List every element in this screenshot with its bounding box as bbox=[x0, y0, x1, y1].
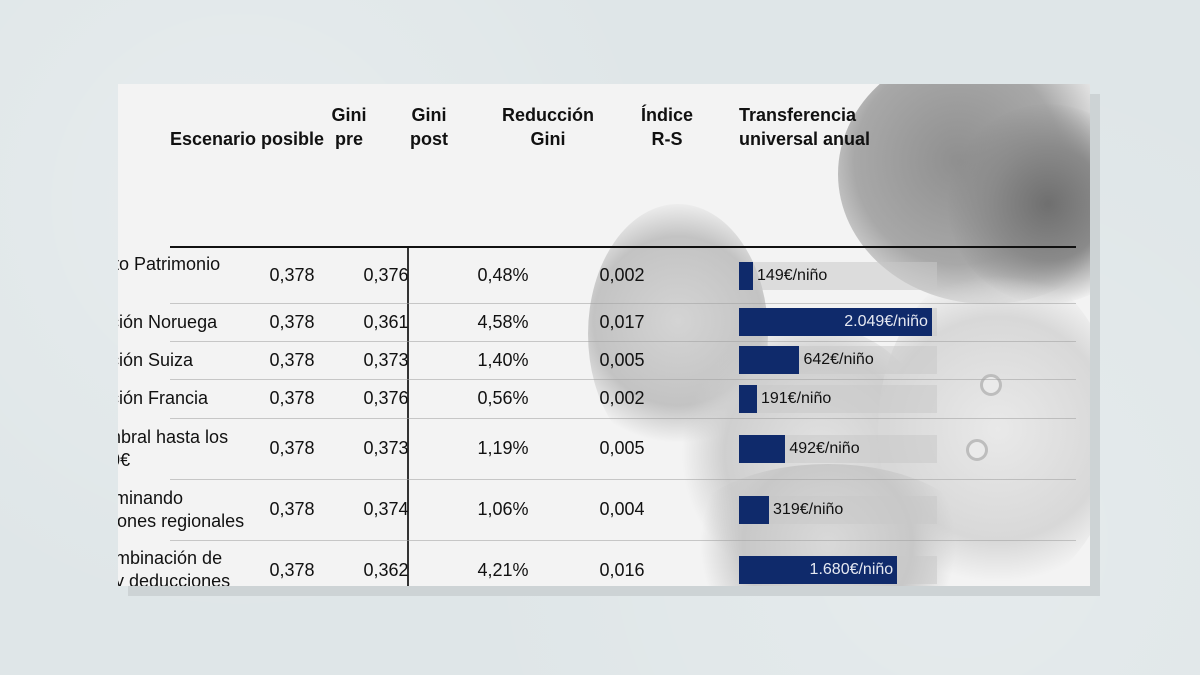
cell-gini-post: 0,376 bbox=[363, 388, 409, 408]
cell-gini-pre: 0,378 bbox=[269, 349, 315, 370]
row-separator bbox=[170, 479, 1076, 480]
scenario-name-line: umbral y deducciones bbox=[118, 571, 231, 586]
column-header-line: universal anual bbox=[739, 129, 871, 149]
transfer-bar bbox=[739, 346, 800, 374]
transfer-bar bbox=[739, 308, 932, 336]
cell-indice-rs: 0,002 bbox=[599, 265, 645, 285]
transfer-bar bbox=[739, 384, 757, 413]
transfer-value-label: 319€/niño bbox=[773, 500, 844, 518]
cell-indice-rs: 0,004 bbox=[599, 499, 645, 519]
column-divider bbox=[407, 248, 409, 586]
column-header-line: Transferencia bbox=[739, 105, 857, 125]
transfer-bar-track bbox=[739, 495, 937, 524]
cell-reduccion: 0,48% bbox=[477, 265, 529, 285]
cell-gini-pre: 0,378 bbox=[269, 559, 315, 580]
column-header-gini_post: Gini post bbox=[384, 103, 474, 151]
scenario-name-line: Simulación Francia bbox=[118, 388, 209, 408]
scenario-name: Simulación Francia bbox=[118, 387, 315, 410]
column-header-gini_pre: Gini pre bbox=[304, 103, 394, 151]
transfer-bar bbox=[739, 495, 770, 524]
cell-gini-post: 0,376 bbox=[363, 265, 409, 285]
scenario-name: Sim. umbral hasta los 300.000€ bbox=[118, 426, 315, 472]
transfer-bar-track bbox=[739, 261, 937, 290]
column-header-reduccion: Reducción Gini bbox=[498, 103, 598, 151]
scenario-name-line: Sim. eliminando bbox=[118, 487, 184, 508]
column-header-escenario: Escenario posible bbox=[170, 127, 390, 151]
transfer-value-label: 2.049€/niño bbox=[844, 313, 928, 330]
cell-reduccion: 1,06% bbox=[477, 499, 529, 519]
column-header-line: Reducción bbox=[501, 105, 594, 125]
transfer-value-label: 642€/niño bbox=[803, 351, 874, 368]
cell-gini-pre: 0,378 bbox=[269, 311, 315, 332]
transfer-value-label: 1.680€/niño bbox=[809, 561, 894, 578]
scenario-name-line: Simulación Suiza bbox=[118, 349, 194, 370]
transfer-bar bbox=[739, 434, 786, 463]
cell-gini-post: 0,373 bbox=[363, 438, 409, 458]
column-header-line: pre bbox=[334, 129, 363, 149]
cell-indice-rs: 0,002 bbox=[599, 388, 645, 408]
cell-gini-pre: 0,378 bbox=[269, 265, 315, 285]
column-header-line: Escenario posible bbox=[170, 129, 325, 149]
column-header-line: Índice bbox=[640, 105, 693, 125]
cell-indice-rs: 0,005 bbox=[599, 349, 645, 370]
scenario-name: Impuesto PatrimonioActual bbox=[118, 253, 315, 299]
scenario-name-line: 300.000€ bbox=[118, 449, 131, 470]
column-header-line: post bbox=[410, 129, 448, 149]
column-header-transferencia: Transferencia universal anual bbox=[739, 103, 939, 151]
scenario-name: Simulación Suiza bbox=[118, 349, 315, 372]
cell-reduccion: 4,58% bbox=[477, 311, 529, 332]
header-rule bbox=[170, 246, 1076, 248]
scenario-name: Sim. eliminandodeducciones regionales bbox=[118, 487, 315, 533]
cell-gini-post: 0,362 bbox=[363, 559, 409, 580]
row-separator bbox=[170, 303, 1076, 304]
cell-indice-rs: 0,017 bbox=[599, 311, 645, 332]
scenario-name-line: deducciones regionales bbox=[118, 510, 245, 531]
row-separator bbox=[170, 341, 1076, 342]
table-card: Escenario posible Gini pre Gini post Reducció… bbox=[118, 84, 1090, 586]
cell-gini-pre: 0,378 bbox=[269, 499, 315, 519]
scenario-name-line: Impuesto Patrimonio bbox=[118, 253, 221, 274]
row-separator bbox=[170, 540, 1076, 541]
column-header-line: R-S bbox=[651, 129, 683, 149]
transfer-bar bbox=[739, 261, 754, 290]
data-table: Escenario posible Gini pre Gini post Reducció… bbox=[118, 84, 1090, 586]
cell-reduccion: 1,40% bbox=[477, 349, 529, 370]
column-header-line: Gini bbox=[411, 105, 447, 125]
transfer-value-label: 492€/niño bbox=[789, 439, 860, 457]
cell-gini-post: 0,374 bbox=[363, 499, 409, 519]
row-separator bbox=[170, 379, 1076, 380]
scenario-name-line: Simulación Noruega bbox=[118, 311, 218, 332]
scenario-name: Simulación Noruega bbox=[118, 311, 315, 334]
cell-reduccion: 1,19% bbox=[477, 438, 529, 458]
cell-reduccion: 0,56% bbox=[477, 388, 529, 408]
transfer-value-label: 149€/niño bbox=[757, 266, 828, 284]
baby-feet-photo bbox=[118, 84, 1090, 586]
transfer-bar-track bbox=[739, 384, 937, 413]
cell-gini-post: 0,373 bbox=[363, 349, 409, 370]
scenario-name: Sim. combinación de umbral y deducciones bbox=[118, 547, 315, 586]
column-header-line: Gini bbox=[331, 105, 367, 125]
transfer-value-label: 191€/niño bbox=[760, 389, 832, 407]
row-separator bbox=[170, 418, 1076, 419]
scenario-name-line: Sim. combinación de bbox=[118, 548, 223, 568]
cell-gini-pre: 0,378 bbox=[269, 388, 315, 408]
cell-gini-pre: 0,378 bbox=[269, 438, 315, 458]
cell-indice-rs: 0,016 bbox=[599, 559, 645, 580]
cell-reduccion: 4,21% bbox=[477, 559, 529, 580]
transfer-bar bbox=[739, 556, 898, 584]
column-header-line: Gini bbox=[530, 129, 566, 149]
cell-gini-post: 0,361 bbox=[363, 311, 409, 332]
scenario-name-line: Sim. umbral hasta los bbox=[118, 426, 229, 447]
column-header-indice_rs: Índice R-S bbox=[622, 103, 712, 151]
cell-indice-rs: 0,005 bbox=[599, 438, 645, 458]
